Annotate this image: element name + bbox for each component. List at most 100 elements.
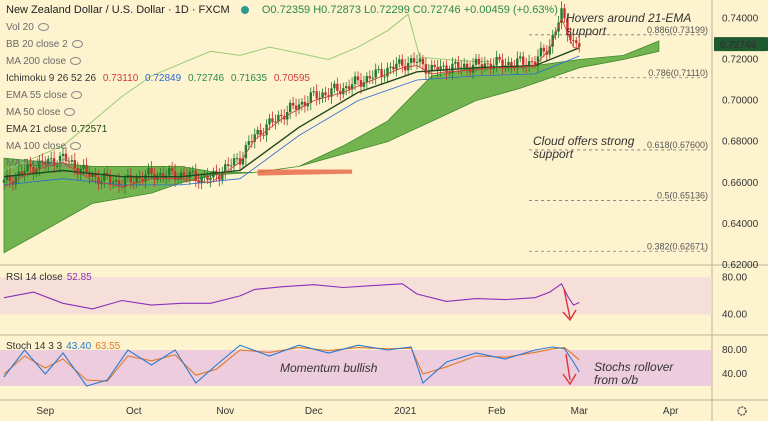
candle-body: [159, 173, 162, 176]
candle-body: [259, 129, 262, 135]
candle-body: [297, 104, 301, 110]
candle-body: [569, 34, 572, 41]
candle-body: [330, 88, 333, 97]
candle-body: [256, 129, 259, 135]
candle-body: [415, 61, 419, 63]
candle-body: [138, 177, 141, 179]
candle-body: [401, 59, 404, 66]
candle-body: [495, 56, 498, 66]
candle-body: [241, 158, 245, 165]
candle-body: [44, 162, 47, 165]
settings-gear-icon: [737, 406, 747, 416]
legend-ema21[interactable]: EMA 21 close 0.72571: [6, 124, 108, 135]
candle-body: [371, 77, 374, 79]
candle-body: [182, 172, 186, 176]
candle-body: [156, 175, 159, 180]
price-axis-tick: 0.66000: [722, 178, 759, 189]
candle-body: [162, 173, 165, 178]
hide-eye-icon[interactable]: [37, 23, 49, 32]
stoch-d-line: [3, 347, 580, 382]
candle-body: [253, 134, 256, 142]
time-axis-label: Feb: [488, 406, 506, 417]
hide-eye-icon[interactable]: [71, 91, 83, 100]
price-axis-tick: 0.74000: [722, 13, 759, 24]
legend-ma100[interactable]: MA 100 close: [6, 141, 82, 153]
last-price-badge: [714, 37, 768, 52]
hide-eye-icon[interactable]: [64, 108, 76, 117]
candle-body: [144, 174, 147, 182]
chart-title: New Zealand Dollar / U.S. Dollar · 1D · …: [6, 4, 558, 16]
legend-ichimoku[interactable]: Ichimoku 9 26 52 26 0.73110 0.72849 0.72…: [6, 73, 310, 84]
annotation-stochs: Stochs rollover from o/b: [594, 360, 674, 387]
candle-body: [97, 177, 100, 185]
candle-body: [147, 168, 150, 175]
legend-rsi[interactable]: RSI 14 close 52.85: [6, 272, 92, 283]
stoch-axis-tick: 40.00: [722, 369, 747, 380]
price-axis-tick: 0.70000: [722, 96, 759, 107]
time-axis-label: Dec: [305, 406, 323, 417]
candle-body: [309, 92, 312, 104]
candle-body: [179, 172, 183, 179]
candle-body: [306, 103, 310, 107]
hide-eye-icon[interactable]: [70, 57, 82, 66]
fib-level-label: 0.618(0.67600): [647, 140, 708, 150]
candle-body: [150, 168, 153, 174]
candle-body: [463, 63, 466, 68]
rsi-down-arrow-icon: [562, 288, 577, 322]
candle-body: [362, 82, 366, 87]
hide-eye-icon[interactable]: [70, 142, 82, 151]
candle-body: [436, 66, 439, 71]
candle-body: [79, 168, 82, 175]
candle-body: [41, 160, 44, 163]
candle-body: [23, 171, 26, 175]
legend-ma5[interactable]: MA 5 close: [6, 158, 70, 170]
candle-body: [471, 64, 475, 73]
stoch-d-value: 63.55: [95, 341, 121, 352]
legend-ma50[interactable]: MA 50 close: [6, 107, 76, 119]
candle-body: [542, 47, 546, 52]
ohlc-readout: O0.72359 H0.72873 L0.72299 C0.72746 +0.0…: [261, 4, 558, 16]
legend-ma200[interactable]: MA 200 close: [6, 56, 82, 68]
ichimoku-lead1-value: 0.71635: [230, 73, 268, 84]
candle-body: [342, 88, 345, 95]
candle-body: [132, 182, 135, 184]
candle-body: [563, 8, 566, 19]
candle-body: [365, 76, 369, 83]
hide-eye-icon[interactable]: [58, 159, 70, 168]
candle-body: [38, 160, 41, 169]
candle-body: [35, 168, 38, 174]
candle-body: [206, 175, 209, 181]
candle-body: [356, 76, 360, 81]
candle-body: [527, 61, 531, 67]
candle-body: [519, 56, 522, 59]
ichimoku-base-value: 0.72849: [145, 73, 182, 84]
candle-body: [498, 56, 501, 60]
candle-body: [280, 114, 283, 117]
candle-body: [451, 63, 454, 74]
candle-body: [224, 164, 227, 173]
ichimoku-lead2-value: 0.70595: [273, 73, 310, 84]
candle-body: [135, 177, 138, 184]
legend-stoch[interactable]: Stoch 14 3 3 43.40 63.55: [6, 341, 121, 352]
legend-vol[interactable]: Vol 20: [6, 22, 49, 34]
candle-body: [91, 174, 94, 177]
candle-body: [489, 63, 492, 70]
rsi-line: [3, 282, 580, 310]
candle-body: [61, 153, 65, 156]
candle-body: [191, 170, 194, 172]
legend-ema55[interactable]: EMA 55 close: [6, 90, 83, 102]
candle-body: [117, 179, 121, 187]
candle-body: [359, 80, 363, 87]
candle-body: [55, 165, 59, 167]
legend-bb[interactable]: BB 20 close 2: [6, 39, 83, 51]
candle-body: [247, 141, 251, 146]
hide-eye-icon[interactable]: [71, 40, 83, 49]
candle-body: [8, 174, 12, 182]
candle-body: [412, 58, 416, 63]
candle-body: [203, 175, 206, 177]
candle-body: [566, 18, 569, 35]
candle-body: [374, 69, 377, 78]
candle-body: [575, 40, 578, 44]
